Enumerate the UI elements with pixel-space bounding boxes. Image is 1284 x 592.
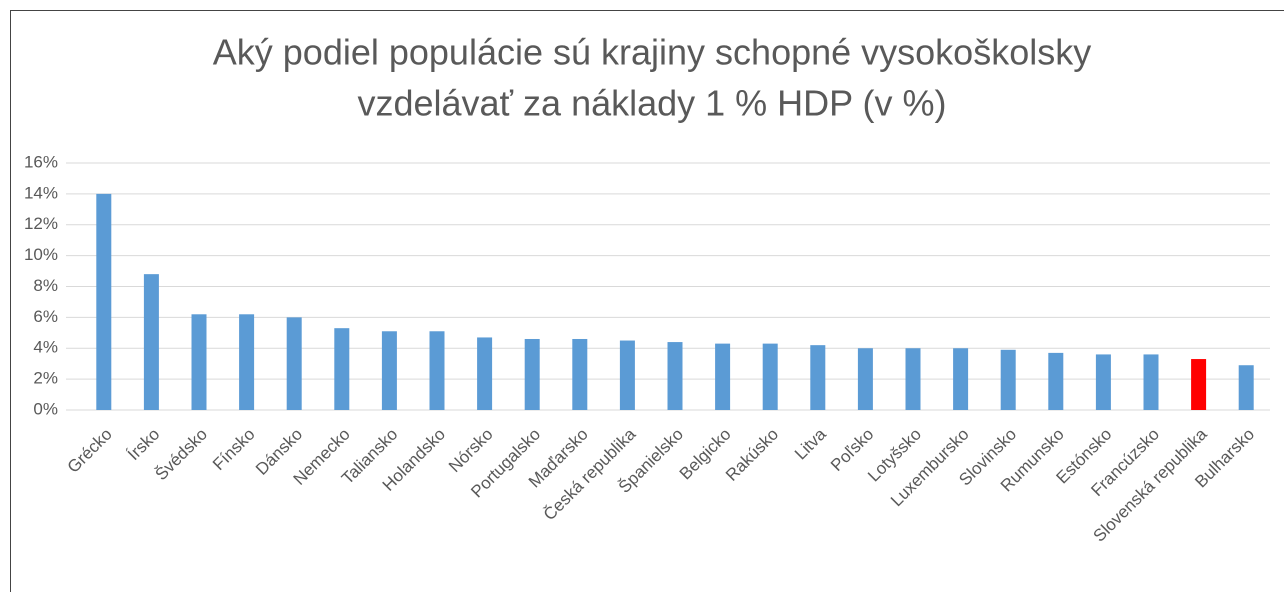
x-tick-label: Švédsko [151,425,211,485]
bar [619,340,635,410]
y-tick-label: 10% [24,245,58,264]
y-tick-label: 2% [33,369,58,388]
y-tick-label: 14% [24,183,58,202]
bar [143,274,159,410]
bar [1143,354,1159,410]
bar [667,342,683,410]
x-tick-label: Írsko [124,425,163,464]
bar [381,331,397,410]
bar [96,193,112,410]
y-tick-label: 8% [33,276,58,295]
bar [1095,354,1111,410]
x-tick-label: Fínsko [209,425,259,475]
chart-border [10,10,1284,592]
bar [572,338,588,410]
y-tick-label: 0% [33,399,58,418]
bar [191,314,207,410]
bar [857,348,873,410]
chart-title: Aký podiel populácie sú krajiny schopné … [213,32,1091,73]
chart-title: vzdelávať za náklady 1 % HDP (v %) [357,83,946,124]
bar [286,317,302,410]
bar [1238,365,1254,410]
x-tick-label: Rakúsko [722,425,782,485]
bar [1000,349,1016,410]
bar [953,348,969,410]
bar [524,338,540,410]
bar [477,337,493,410]
bar [905,348,921,410]
bar [810,345,826,410]
bar [334,328,350,410]
y-tick-label: 6% [33,307,58,326]
bar [429,331,445,410]
y-tick-label: 4% [33,338,58,357]
bar [715,343,731,410]
bar [1048,352,1064,410]
y-tick-label: 12% [24,214,58,233]
y-tick-label: 16% [24,152,58,171]
x-tick-label: Litva [791,424,830,463]
bar [1191,359,1207,410]
x-tick-label: Grécko [64,425,116,477]
bar [239,314,255,410]
bar [762,343,778,410]
